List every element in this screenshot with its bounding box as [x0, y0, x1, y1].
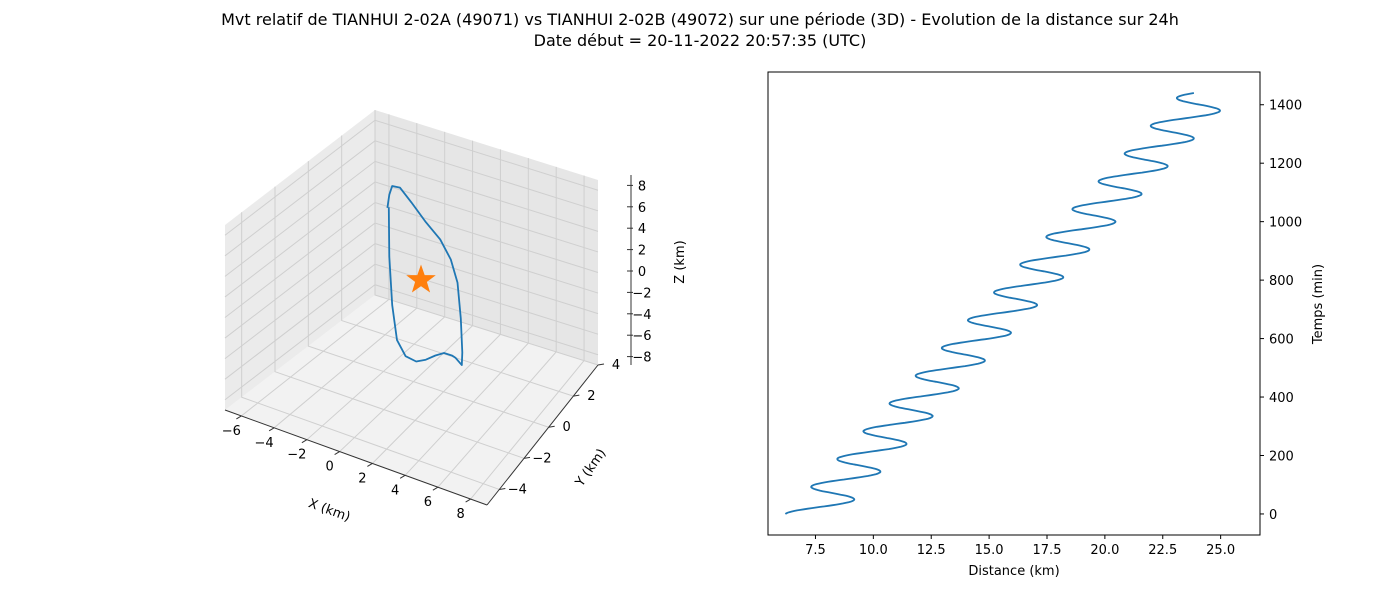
- y-tick-label: 600: [1269, 333, 1294, 348]
- x-tick: [399, 474, 406, 479]
- y-tick: [573, 394, 580, 397]
- y-tick-label: −2: [532, 451, 551, 466]
- x-tick: [334, 451, 340, 455]
- x-tick-label: 12.5: [917, 543, 946, 558]
- x-tick-label: 4: [391, 483, 399, 498]
- y-tick-label: 1200: [1269, 157, 1302, 172]
- x-tick-label: 22.5: [1148, 543, 1177, 558]
- y-gridline: [274, 186, 525, 459]
- y-axis-line: [486, 364, 599, 506]
- figure-title: Mvt relatif de TIANHUI 2-02A (49071) vs …: [221, 10, 1179, 29]
- y-gridline: [374, 110, 599, 366]
- trajectory-3d-plot: −6 −4 −2 0 2 4 6 8 −4 −2 0 2 4 8 6 4 2 0 −2 −4 −6 −8 X (km) Y (…: [222, 110, 688, 525]
- z-gridline: [224, 284, 599, 401]
- distance-series-line: [784, 92, 1221, 515]
- z-tick-label: 0: [638, 265, 646, 280]
- x-tick: [432, 486, 439, 491]
- y-tick: [548, 425, 555, 428]
- x-tick: [465, 498, 471, 503]
- z-gridline: [224, 160, 599, 277]
- y-tick-label: 4: [612, 358, 620, 373]
- x-axis-label: Distance (km): [968, 564, 1059, 579]
- y-tick-label: 400: [1269, 391, 1294, 406]
- x-tick: [301, 439, 308, 444]
- z-tick-label: −2: [632, 286, 651, 301]
- origin-star-marker: [406, 264, 436, 293]
- z-gridline: [224, 222, 599, 339]
- x-tick-label: 17.5: [1033, 543, 1062, 558]
- z-tick-label: 6: [638, 201, 646, 216]
- z-gridline: [224, 243, 599, 360]
- y-axis-label: Y (km): [572, 446, 609, 490]
- y-tick-label: −4: [508, 482, 527, 497]
- y-tick-label: 1400: [1269, 99, 1302, 114]
- z-tick-label: −6: [632, 329, 651, 344]
- x-tick-label: −4: [255, 436, 274, 451]
- z-tick-label: 4: [638, 222, 646, 237]
- x-tick: [268, 427, 275, 432]
- x-tick-label: 6: [424, 495, 432, 510]
- y-gridline: [341, 135, 574, 397]
- plot-frame: [767, 71, 1261, 536]
- y-tick-label: 0: [1269, 508, 1277, 523]
- y-tick: [499, 487, 506, 490]
- x-tick-label: 2: [358, 471, 366, 486]
- x-tick: [367, 463, 373, 467]
- x-tick-label: 15.0: [975, 543, 1004, 558]
- z-tick-label: 8: [638, 179, 646, 194]
- z-gridline: [224, 140, 599, 257]
- y-tick-label: 1000: [1269, 216, 1302, 231]
- x-tick-label: −2: [287, 448, 306, 463]
- z-gridline: [224, 263, 599, 380]
- floor-pane: [225, 295, 598, 505]
- x-tick-label: 7.5: [805, 543, 826, 558]
- x-tick-label: 25.0: [1206, 543, 1235, 558]
- y-gridline: [241, 212, 500, 490]
- z-gridline: [224, 201, 599, 318]
- z-gridline: [224, 119, 599, 236]
- x-tick: [236, 415, 242, 420]
- x-tick-label: 20.0: [1090, 543, 1119, 558]
- y-gridline: [307, 161, 549, 428]
- y-tick-label: 800: [1269, 274, 1294, 289]
- x-axis-line: [224, 409, 488, 506]
- y-tick-label: 200: [1269, 449, 1294, 464]
- x-tick-label: 0: [325, 460, 333, 475]
- y-tick: [523, 456, 531, 459]
- distance-time-plot: 7.5 10.0 12.5 15.0 17.5 20.0 22.5 25.0 0 200 400 60…: [767, 71, 1326, 579]
- x-tick-label: −6: [222, 424, 241, 439]
- trajectory-line: [386, 185, 464, 367]
- y-tick-label: 0: [563, 420, 571, 435]
- figure-subtitle: Date début = 20-11-2022 20:57:35 (UTC): [533, 31, 867, 50]
- y-tick-label: 2: [587, 389, 595, 404]
- z-axis-label: Z (km): [673, 240, 688, 283]
- y-axis-label: Temps (min): [1311, 264, 1326, 345]
- x-axis-label: X (km): [306, 496, 352, 525]
- y-tick: [597, 363, 605, 366]
- z-tick-label: −8: [632, 351, 651, 366]
- z-gridline: [224, 181, 599, 298]
- z-tick-label: −4: [632, 308, 651, 323]
- z-tick-label: 2: [638, 244, 646, 259]
- x-tick-label: 10.0: [859, 543, 888, 558]
- x-tick-label: 8: [456, 507, 464, 522]
